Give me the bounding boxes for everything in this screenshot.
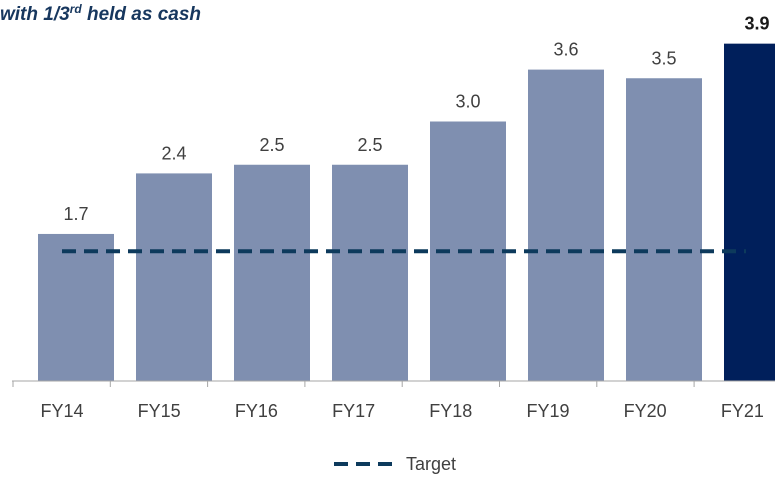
- x-tick-label: FY20: [624, 401, 667, 421]
- x-tick-label: FY14: [40, 401, 83, 421]
- bar: [136, 173, 212, 381]
- bar: [626, 78, 702, 381]
- title-superscript: rd: [70, 2, 83, 16]
- bar: [528, 69, 604, 381]
- x-tick-label: FY15: [138, 401, 181, 421]
- bar: [234, 164, 310, 381]
- bar: [38, 233, 114, 381]
- value-label: 3.6: [553, 40, 578, 60]
- chart-title: with 1/3rd held as cash: [0, 2, 201, 25]
- x-tick-label: FY19: [526, 401, 569, 421]
- value-label: 3.0: [455, 92, 480, 112]
- value-label: 3.5: [651, 48, 676, 68]
- x-tick-label: FY21: [721, 401, 764, 421]
- title-part: held as cash: [82, 4, 201, 25]
- x-tick-label: FY18: [429, 401, 472, 421]
- legend-label: Target: [406, 454, 456, 474]
- value-label: 3.9: [744, 14, 769, 34]
- bar: [332, 164, 408, 381]
- title-part: with 1/3: [0, 4, 70, 25]
- x-tick-label: FY17: [332, 401, 375, 421]
- value-label: 2.5: [259, 135, 284, 155]
- value-label: 2.5: [357, 135, 382, 155]
- x-tick-label: FY16: [235, 401, 278, 421]
- bar: [724, 43, 775, 382]
- value-label: 1.7: [63, 204, 88, 224]
- value-label: 2.4: [161, 143, 186, 163]
